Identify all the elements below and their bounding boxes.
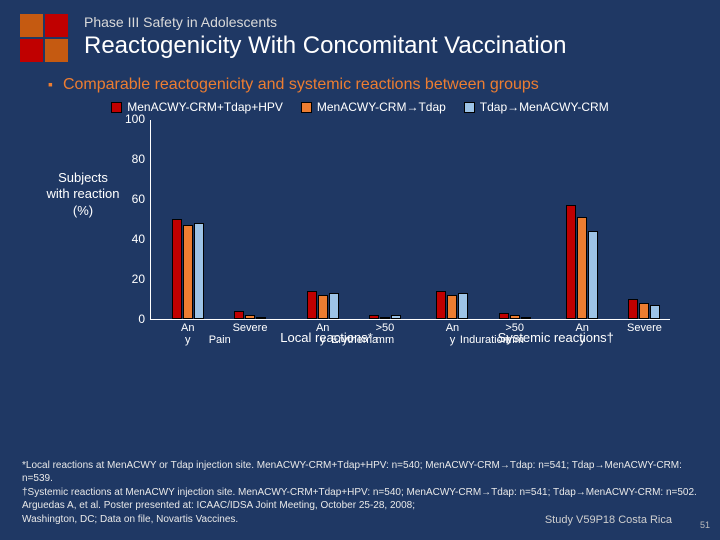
bullet-text: Comparable reactogenicity and systemic r…	[63, 76, 539, 94]
chart-plot-area: 020406080100AnyPainSevereAnyErythema>50m…	[150, 120, 670, 320]
category-label: Severe	[222, 319, 278, 334]
bar	[458, 293, 468, 319]
study-label: Study V59P18 Costa Rica	[545, 514, 672, 526]
bar	[183, 225, 193, 319]
bar	[639, 303, 649, 319]
y-tick: 80	[132, 152, 151, 166]
header: Phase III Safety in Adolescents Reactoge…	[0, 0, 720, 70]
bullet-row: ▪ Comparable reactogenicity and systemic…	[0, 70, 720, 98]
bar-group	[307, 291, 339, 319]
reactogenicity-chart: MenACWY-CRM+Tdap+HPVMenACWY-CRM→TdapTdap…	[40, 100, 680, 390]
category-label: Severe	[616, 319, 672, 334]
bar	[318, 295, 328, 319]
page-number: 51	[700, 520, 710, 530]
section-label-systemic: Systemic reactions†	[498, 330, 614, 345]
bar-group	[436, 291, 468, 319]
legend-swatch-icon	[301, 102, 312, 113]
subtitle: Phase III Safety in Adolescents	[84, 14, 700, 30]
bar	[628, 299, 638, 319]
bar	[329, 293, 339, 319]
bar	[577, 217, 587, 319]
legend-label: MenACWY-CRM→Tdap	[317, 100, 446, 114]
y-tick: 20	[132, 272, 151, 286]
footnote-line: *Local reactions at MenACWY or Tdap inje…	[22, 459, 698, 486]
legend-item: MenACWY-CRM→Tdap	[301, 100, 446, 114]
bar-group	[234, 311, 266, 319]
y-tick: 40	[132, 232, 151, 246]
legend-label: Tdap→MenACWY-CRM	[480, 100, 609, 114]
footnote-line: †Systemic reactions at MenACWY injection…	[22, 486, 698, 500]
y-tick: 0	[138, 312, 151, 326]
page-title: Reactogenicity With Concomitant Vaccinat…	[84, 32, 700, 60]
bar-group	[172, 219, 204, 319]
bar	[172, 219, 182, 319]
bar-group	[566, 205, 598, 319]
bullet-marker-icon: ▪	[48, 76, 53, 92]
logo-icon	[20, 14, 68, 62]
bar	[447, 295, 457, 319]
bar	[650, 305, 660, 319]
y-tick: 60	[132, 192, 151, 206]
bar-group	[628, 299, 660, 319]
bar	[588, 231, 598, 319]
legend-item: Tdap→MenACWY-CRM	[464, 100, 609, 114]
y-tick: 100	[125, 112, 151, 126]
footnote-line: Arguedas A, et al. Poster presented at: …	[22, 499, 698, 513]
section-label-local: Local reactions*	[280, 330, 373, 345]
legend-swatch-icon	[111, 102, 122, 113]
legend-swatch-icon	[464, 102, 475, 113]
bar	[436, 291, 446, 319]
y-axis-label: Subjects with reaction (%)	[38, 170, 128, 219]
bar	[307, 291, 317, 319]
bar	[234, 311, 244, 319]
bar	[194, 223, 204, 319]
bar	[566, 205, 576, 319]
